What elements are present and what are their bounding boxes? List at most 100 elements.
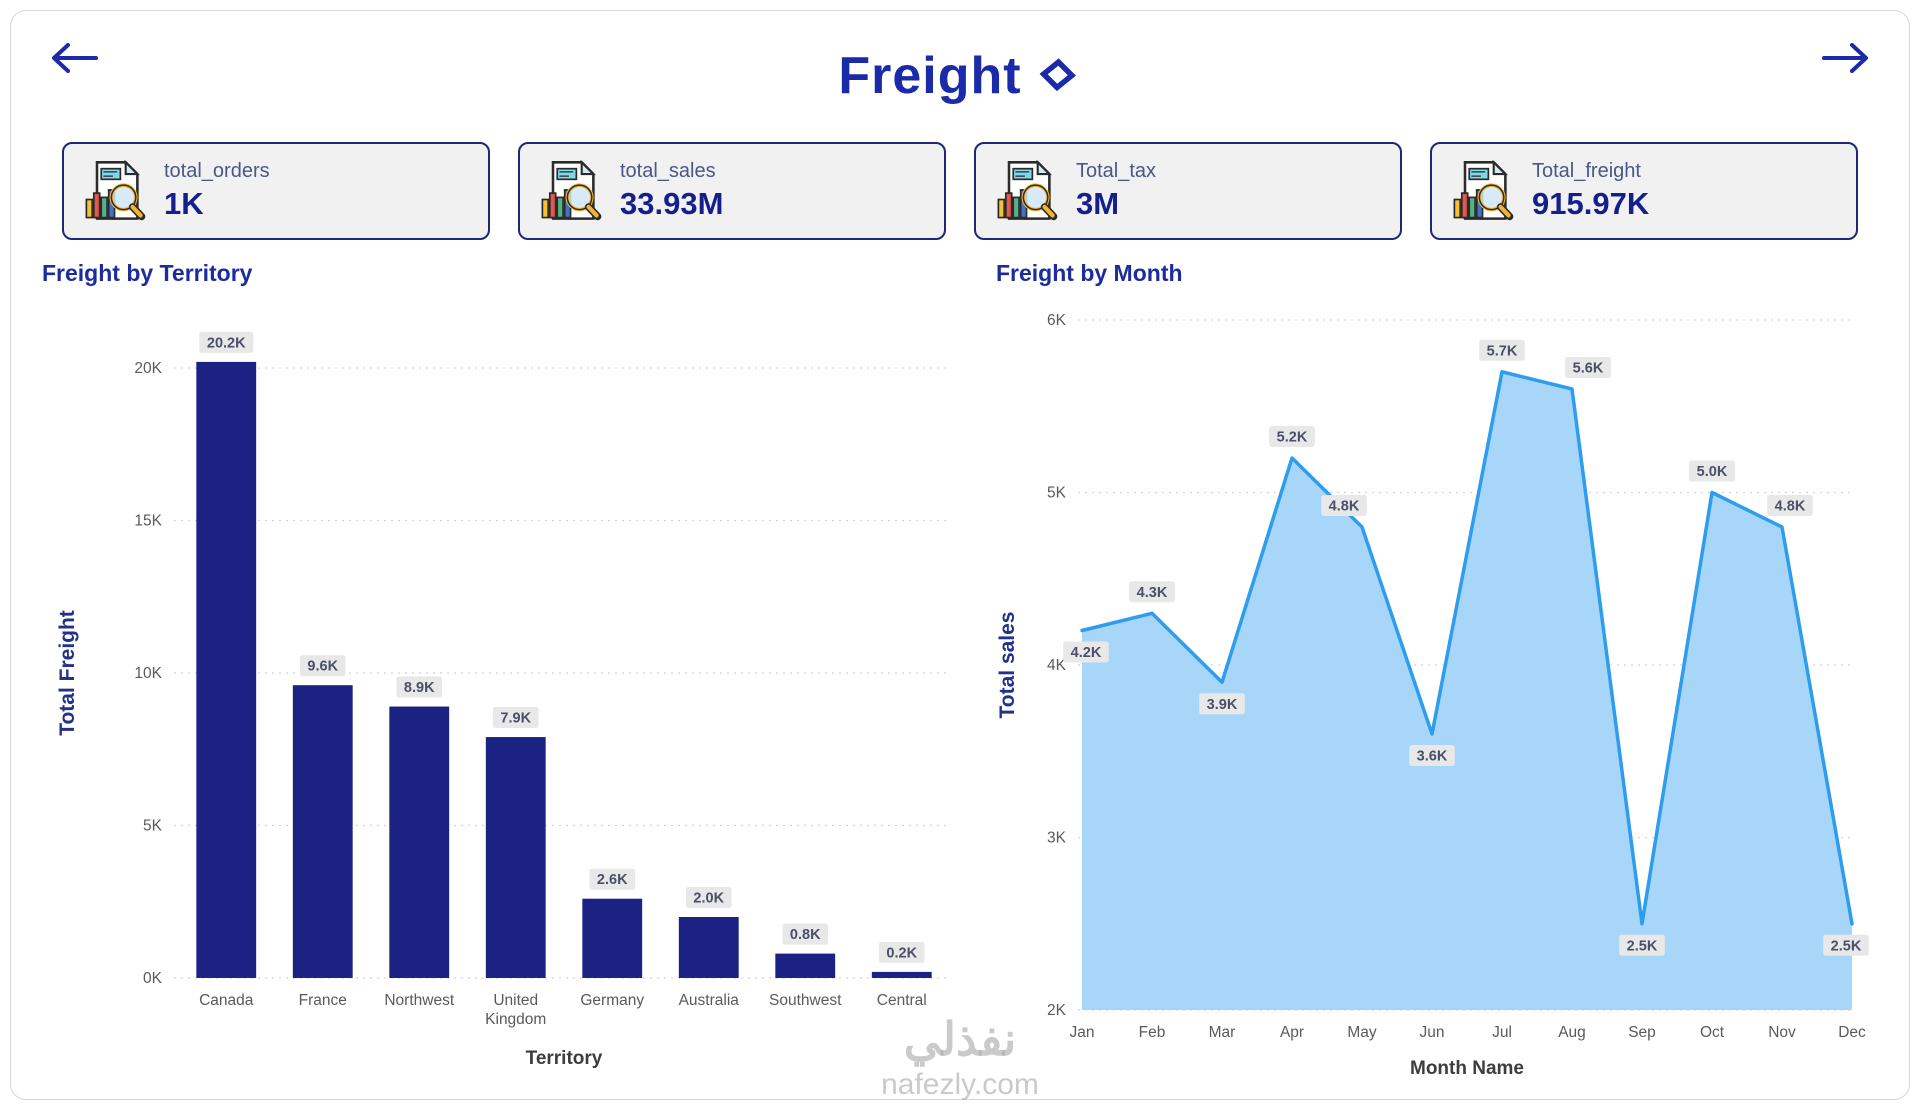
x-tick-label: Aug — [1558, 1024, 1586, 1041]
freight-by-month-visual: Freight by Month 2K 3K 4K 5K 6K 4.2K Jan 4.3K Fe… — [982, 260, 1917, 1098]
trend-line — [1080, 370, 1854, 926]
y-tick-label: 10K — [134, 665, 162, 682]
y-axis-title: Total Freight — [56, 610, 79, 736]
area-chart-title: Freight by Month — [996, 260, 1183, 286]
x-tick-label: France — [299, 992, 347, 1009]
data-label: 0.8K — [790, 927, 821, 943]
kpi-card-total-freight[interactable]: Total_freight 915.97K — [1430, 142, 1858, 240]
data-label-bg — [1269, 426, 1315, 447]
data-label-bg — [878, 941, 925, 963]
data-label: 2.6K — [597, 872, 628, 888]
x-tick-label: Central — [877, 992, 927, 1009]
kpi-card-total-tax[interactable]: Total_tax 3M — [974, 142, 1402, 240]
x-tick-label: Southwest — [769, 992, 842, 1009]
x-tick-label: Mar — [1209, 1024, 1236, 1041]
data-label: 7.9K — [500, 711, 531, 727]
y-tick-label: 15K — [134, 513, 162, 530]
x-tick-label: Dec — [1838, 1024, 1866, 1041]
x-tick-label: Nov — [1768, 1024, 1796, 1041]
data-label: 8.9K — [404, 680, 435, 696]
y-tick-label: 6K — [1047, 312, 1067, 329]
forward-arrow-icon[interactable] — [1820, 40, 1872, 76]
page-title: Freight — [838, 47, 1022, 105]
kpi-label: total_sales — [620, 160, 716, 182]
data-label: 5.6K — [1573, 361, 1604, 377]
data-label: 5.2K — [1277, 430, 1308, 446]
kpi-label: total_orders — [164, 160, 270, 182]
data-label-bg — [1409, 745, 1455, 766]
data-label-bg — [685, 887, 732, 908]
bar-chart-title: Freight by Territory — [42, 260, 253, 286]
data-label: 3.9K — [1207, 697, 1238, 713]
data-label: 20.2K — [207, 335, 246, 351]
x-tick-label: United Kingdom — [485, 992, 546, 1028]
data-label-bg — [299, 655, 346, 677]
diamond-icon — [1039, 58, 1076, 92]
x-tick-label: Northwest — [384, 992, 454, 1009]
kpi-card-total-sales[interactable]: total_sales 33.93M — [518, 142, 946, 240]
data-label: 4.8K — [1775, 499, 1806, 515]
x-axis-title: Month Name — [1410, 1058, 1524, 1079]
x-tick-label: Sep — [1628, 1024, 1656, 1041]
bar-australia[interactable] — [678, 917, 739, 978]
data-label-bg — [1063, 641, 1109, 663]
data-label: 2.5K — [1831, 938, 1862, 954]
area-fill[interactable] — [1082, 371, 1852, 1010]
data-label-bg — [1199, 693, 1245, 715]
y-tick-label: 3K — [1047, 830, 1067, 847]
x-tick-label: Feb — [1139, 1024, 1166, 1041]
data-label-bg — [199, 331, 254, 353]
report-header: Freight — [0, 28, 1920, 128]
x-tick-label: May — [1347, 1024, 1377, 1041]
x-tick-label: Oct — [1700, 1024, 1725, 1041]
data-label-bg — [396, 676, 443, 698]
bar-central[interactable] — [871, 971, 932, 978]
data-label-bg — [1823, 934, 1869, 956]
data-label: 4.8K — [1329, 499, 1360, 515]
x-tick-label: Jan — [1070, 1024, 1095, 1041]
y-tick-label: 2K — [1047, 1002, 1067, 1019]
kpi-value: 3M — [1076, 186, 1120, 221]
data-label-bg — [1619, 934, 1665, 956]
kpi-card-row: total_orders 1K total_sales 33.93M Total… — [62, 142, 1858, 240]
data-label: 0.2K — [886, 945, 917, 961]
freight-by-territory-visual: Freight by Territory 0K 5K 10K 15K 20K 20.2K C… — [28, 260, 980, 1103]
bar-southwest[interactable] — [775, 953, 836, 978]
bar-france[interactable] — [292, 685, 353, 978]
kpi-value: 1K — [164, 186, 204, 221]
freight-by-territory-bar-chart: 0K 5K 10K 15K 20K 20.2K Canada 9.6K France 8.9K No… — [56, 331, 950, 1069]
data-label: 5.7K — [1487, 343, 1518, 359]
data-label: 4.2K — [1071, 645, 1102, 661]
bar-northwest[interactable] — [389, 706, 450, 978]
data-label: 5.0K — [1697, 464, 1728, 480]
kpi-card-total-orders[interactable]: total_orders 1K — [62, 142, 490, 240]
x-tick-label: Canada — [199, 992, 254, 1009]
data-label: 3.6K — [1417, 749, 1448, 765]
data-label-bg — [1767, 495, 1813, 516]
data-label-bg — [492, 707, 539, 729]
y-axis-title: Total sales — [996, 612, 1019, 719]
bar-germany[interactable] — [582, 898, 643, 978]
x-tick-label: Australia — [679, 992, 740, 1009]
kpi-label: Total_freight — [1532, 160, 1641, 182]
x-tick-label: Jun — [1420, 1024, 1445, 1041]
data-label-bg — [1479, 339, 1525, 361]
data-label: 9.6K — [307, 659, 338, 675]
report-magnifier-chart-icon — [992, 157, 1060, 225]
freight-by-month-area-chart: 2K 3K 4K 5K 6K 4.2K Jan 4.3K Feb 3.9K Mar 5.2K Apr 4.… — [996, 312, 1869, 1079]
x-axis-title: Territory — [526, 1048, 603, 1069]
report-magnifier-chart-icon — [1448, 157, 1516, 225]
bar-canada[interactable] — [196, 361, 257, 978]
x-tick-label: Jul — [1492, 1024, 1512, 1041]
report-magnifier-chart-icon — [80, 157, 148, 225]
kpi-label: Total_tax — [1076, 160, 1157, 182]
data-label-bg — [589, 868, 636, 890]
bar-united-kingdom[interactable] — [485, 737, 546, 978]
y-tick-label: 5K — [143, 818, 163, 835]
y-tick-label: 20K — [134, 360, 162, 377]
back-arrow-icon[interactable] — [48, 40, 100, 76]
data-label-bg — [1129, 581, 1175, 603]
kpi-value: 33.93M — [620, 186, 724, 221]
data-label: 4.3K — [1137, 585, 1168, 601]
kpi-value: 915.97K — [1532, 186, 1650, 221]
